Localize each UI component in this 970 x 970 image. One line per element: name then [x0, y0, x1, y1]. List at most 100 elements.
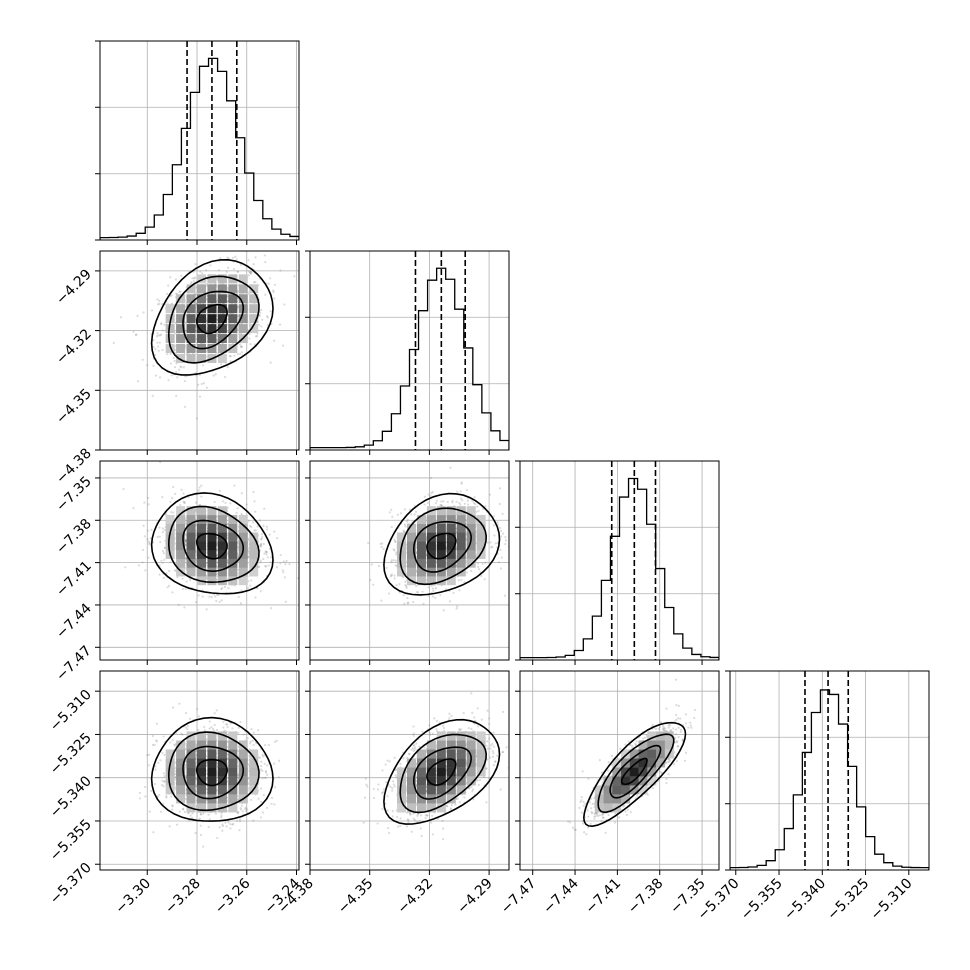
sample-point — [229, 827, 232, 830]
density-cell — [446, 558, 456, 568]
density-cell — [416, 541, 426, 551]
sample-point — [399, 512, 403, 515]
sample-point — [236, 314, 240, 317]
sample-point — [435, 499, 438, 502]
sample-point — [270, 607, 273, 610]
sample-point — [146, 538, 149, 541]
sample-point — [183, 501, 186, 505]
sample-point — [482, 507, 485, 511]
density-cell — [196, 740, 206, 750]
sample-point — [249, 343, 252, 346]
sample-point — [266, 315, 269, 318]
sample-point — [172, 485, 175, 488]
sample-point — [277, 776, 280, 779]
density-cell — [217, 767, 227, 777]
density-cell — [186, 794, 196, 804]
contour-1 — [182, 745, 244, 800]
sample-point — [470, 569, 473, 573]
sample-point — [215, 309, 219, 312]
sample-point — [501, 512, 504, 515]
sample-point — [158, 299, 161, 302]
sample-point — [208, 595, 211, 598]
sample-point — [169, 362, 173, 365]
sample-point — [285, 559, 288, 563]
density-cell — [165, 334, 175, 344]
sample-point — [199, 243, 201, 245]
density-cell — [238, 294, 248, 304]
sample-point — [154, 765, 157, 768]
sample-point — [273, 339, 276, 342]
sample-point — [501, 710, 505, 714]
sample-point — [225, 825, 228, 828]
sample-point — [147, 503, 150, 506]
sample-point — [195, 330, 198, 334]
sample-point — [224, 723, 228, 726]
sample-point — [205, 527, 208, 530]
density-cell — [426, 558, 436, 568]
sample-point — [480, 574, 483, 578]
sample-point — [215, 709, 218, 712]
density-cell — [476, 532, 486, 542]
sample-point — [261, 318, 264, 321]
sample-point — [220, 816, 223, 819]
density-cell — [165, 304, 175, 314]
sample-point — [195, 328, 198, 331]
sample-point — [259, 559, 262, 562]
sample-point — [395, 584, 398, 587]
sample-point — [432, 589, 435, 592]
sample-point — [147, 540, 150, 543]
sample-point — [434, 587, 437, 590]
sample-point — [146, 364, 149, 367]
sample-point — [239, 720, 242, 724]
sample-point — [205, 530, 208, 533]
density-cell — [196, 549, 206, 559]
density-cell — [228, 541, 238, 551]
sample-point — [239, 807, 242, 810]
sample-point — [146, 754, 149, 757]
density-cell — [207, 314, 217, 324]
density-cell — [456, 514, 466, 524]
sample-point — [474, 503, 477, 506]
sample-point — [246, 586, 250, 589]
sample-point — [430, 492, 433, 495]
sample-point — [404, 584, 407, 587]
sample-point — [158, 302, 161, 305]
sample-point — [238, 820, 242, 823]
sample-point — [234, 255, 237, 258]
panel-content — [310, 671, 509, 870]
sample-point — [412, 600, 415, 604]
sample-point — [154, 353, 157, 357]
sample-point — [163, 775, 166, 778]
sample-point — [174, 744, 177, 747]
sample-point — [147, 556, 150, 559]
sample-point — [254, 256, 257, 259]
density-cell — [466, 523, 476, 533]
y-tick-label: −5.340 — [47, 773, 95, 821]
density-cell — [416, 549, 426, 559]
sample-point — [205, 772, 208, 776]
sample-point — [390, 574, 393, 577]
density-cell — [176, 344, 186, 354]
sample-point — [170, 795, 173, 798]
sample-point — [273, 740, 277, 743]
sample-point — [205, 764, 208, 767]
density-cell — [176, 549, 186, 559]
sample-point — [481, 562, 484, 565]
sample-point — [222, 720, 225, 724]
sample-point — [422, 602, 425, 605]
contour-1 — [412, 520, 472, 573]
sample-point — [238, 818, 242, 821]
density-cell — [476, 541, 486, 551]
sample-point — [269, 556, 273, 559]
sample-point — [242, 733, 245, 736]
sample-point — [195, 309, 198, 313]
sample-point — [388, 760, 391, 763]
density-cell — [207, 506, 217, 516]
sample-point — [248, 337, 251, 340]
sample-point — [393, 577, 396, 580]
sample-point — [388, 511, 391, 514]
sample-point — [231, 727, 234, 730]
sample-point — [265, 525, 269, 528]
sample-point — [158, 535, 161, 538]
sample-point — [423, 746, 426, 749]
